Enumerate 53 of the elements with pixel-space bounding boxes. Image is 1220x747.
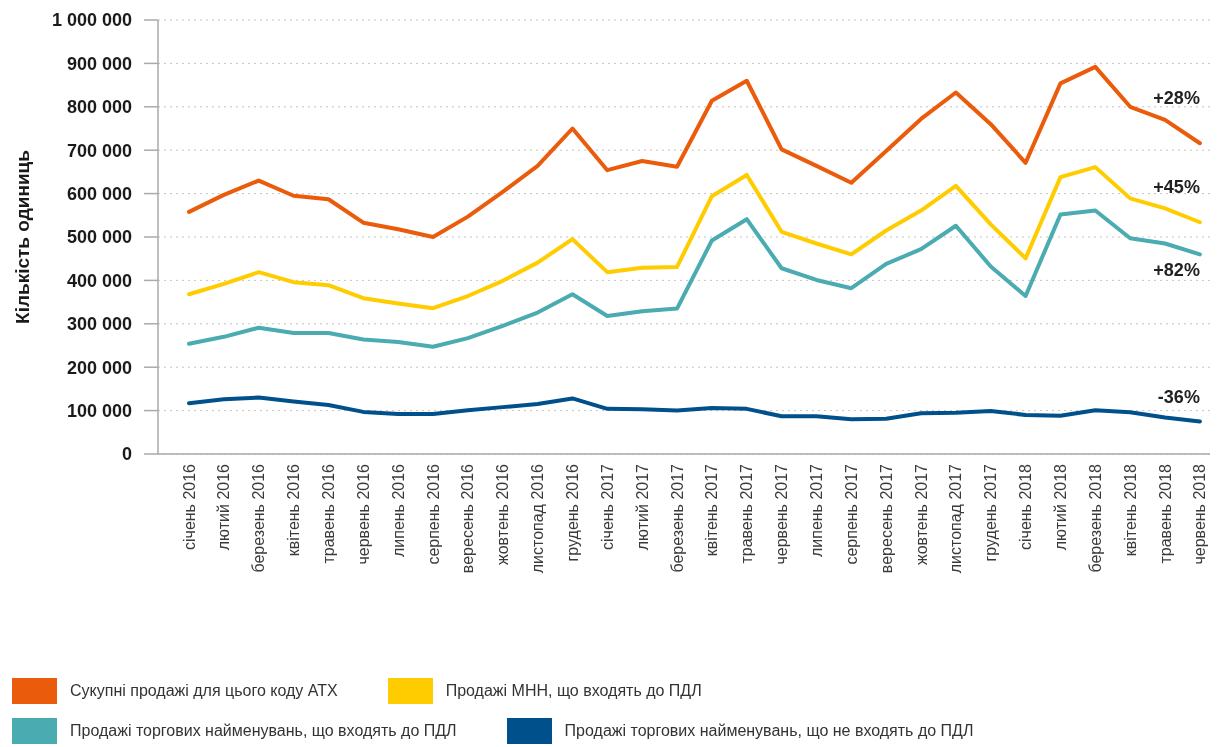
x-tick-label: червень 2016 [354, 463, 372, 565]
x-tick-label: червень 2018 [1191, 463, 1209, 565]
x-tick-label: лютий 2016 [215, 463, 233, 551]
x-tick-label: жовтень 2017 [912, 463, 930, 566]
y-tick-label: 800 000 [66, 97, 132, 118]
x-tick-label: липень 2016 [389, 463, 407, 558]
x-tick-label: листопад 2017 [947, 463, 965, 574]
annotation: +82% [1153, 260, 1200, 281]
y-axis-title: Кількість одиниць [11, 150, 33, 324]
y-tick-label: 900 000 [66, 53, 132, 74]
x-tick-label: травень 2016 [320, 463, 338, 564]
x-tick-label: червень 2017 [773, 463, 791, 565]
x-tick-label: грудень 2017 [982, 463, 1000, 562]
y-tick-label: 100 000 [66, 400, 132, 421]
line-series [187, 64, 1202, 239]
x-tick-label: жовтень 2016 [494, 463, 512, 566]
line-series [187, 165, 1202, 311]
x-tick-label: вересень 2017 [877, 463, 895, 574]
y-tick-label: 600 000 [66, 183, 132, 204]
x-tick-label: серпень 2016 [424, 463, 442, 565]
annotation: -36% [1157, 387, 1200, 408]
x-tick-label: січень 2017 [598, 463, 616, 550]
y-tick-label: 300 000 [66, 314, 132, 335]
x-tick-label: грудень 2016 [564, 463, 582, 562]
y-tick-label: 400 000 [66, 270, 132, 291]
annotation: +45% [1153, 177, 1200, 198]
y-tick-label: 500 000 [66, 227, 132, 248]
x-tick-label: березень 2018 [1086, 463, 1104, 573]
x-tick-label: квітень 2016 [285, 463, 303, 557]
y-tick-label: 1 000 000 [51, 10, 132, 31]
legend-label: Сукупні продажі для цього коду АТХ [70, 682, 338, 699]
legend-label: Продажі торгових найменувань, що не входять до ПДЛ [564, 722, 974, 739]
line-series [187, 208, 1202, 349]
x-tick-label: березень 2016 [250, 463, 268, 573]
x-tick-label: серпень 2017 [842, 463, 860, 565]
y-tick-label: 200 000 [66, 357, 132, 378]
x-tick-label: травень 2018 [1156, 463, 1174, 564]
legend-label: Продажі МНН, що входять до ПДЛ [445, 682, 702, 699]
x-tick-label: вересень 2016 [459, 463, 477, 574]
x-tick-label: травень 2017 [738, 463, 756, 564]
x-tick-label: квітень 2017 [703, 463, 721, 557]
x-tick-label: лютий 2017 [633, 463, 651, 551]
x-tick-label: липень 2017 [808, 463, 826, 558]
x-tick-label: лютий 2018 [1052, 463, 1070, 551]
y-tick-label: 700 000 [66, 140, 132, 161]
legend-label: Продажі торгових найменувань, що входять до ПДЛ [70, 722, 457, 739]
x-tick-label: квітень 2018 [1121, 463, 1139, 557]
x-tick-label: березень 2017 [668, 463, 686, 573]
annotation: +28% [1153, 88, 1200, 109]
x-tick-label: січень 2018 [1017, 463, 1035, 550]
y-tick-label: 0 [121, 444, 132, 465]
x-tick-label: січень 2016 [180, 463, 198, 550]
x-tick-label: листопад 2016 [529, 463, 547, 574]
